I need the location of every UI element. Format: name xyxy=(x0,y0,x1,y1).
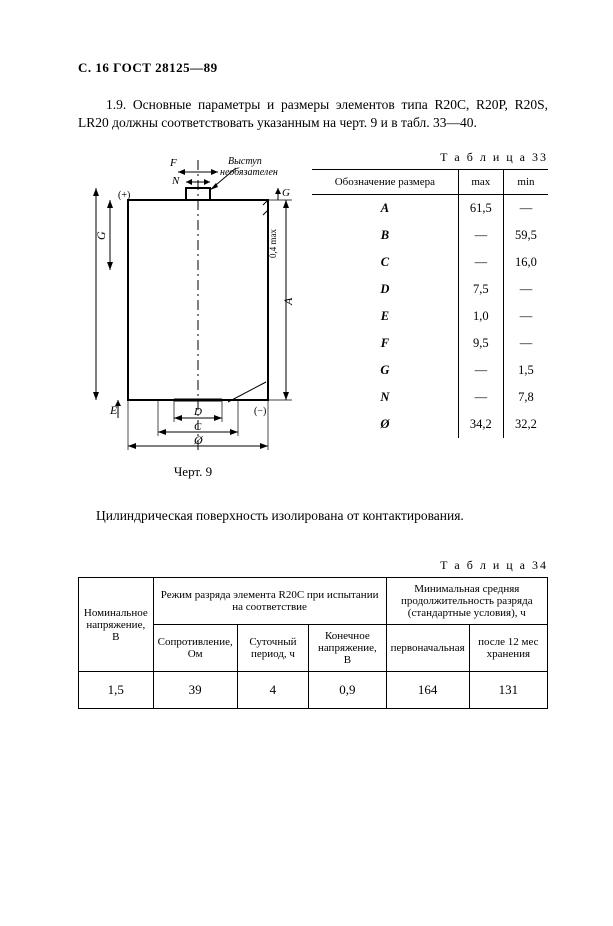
t34-sub1: Сопротивление, Ом xyxy=(153,625,237,672)
t33-min: 59,5 xyxy=(503,222,548,249)
t33-min: 32,2 xyxy=(503,411,548,438)
dim-C: C xyxy=(194,421,202,433)
t34-sub5: после 12 мес хранения xyxy=(469,625,547,672)
isolation-note: Цилиндрическая поверхность изолирована о… xyxy=(78,508,548,524)
t33-min: 16,0 xyxy=(503,249,548,276)
t34-head-group2: Минимальная средняя продолжительность ра… xyxy=(386,578,547,625)
dim-E: E xyxy=(109,403,118,417)
minus-label: (−) xyxy=(254,406,266,417)
t34-sub3: Конечное напряжение, В xyxy=(309,625,386,672)
t33-sym: C xyxy=(312,249,458,276)
dim-A: A xyxy=(281,297,295,306)
t34-r: 39 xyxy=(153,672,237,709)
t33-sym: E xyxy=(312,303,458,330)
note-04max: 0,4 max xyxy=(268,229,278,258)
t33-min: — xyxy=(503,330,548,357)
t33-sym: G xyxy=(312,357,458,384)
dim-F-top: F xyxy=(169,157,177,169)
t33-head-max: max xyxy=(458,170,503,195)
figure-caption: Черт. 9 xyxy=(78,464,308,480)
table34-title: Т а б л и ц а 34 xyxy=(78,558,548,573)
t33-max: 1,0 xyxy=(458,303,503,330)
t33-min: — xyxy=(503,303,548,330)
t33-max: — xyxy=(458,249,503,276)
t34-head-nominal: Номинальное напряжение, В xyxy=(79,578,154,672)
t33-sym: A xyxy=(312,195,458,223)
plus-label: (+) xyxy=(118,190,130,201)
t33-head-min: min xyxy=(503,170,548,195)
t33-max: 9,5 xyxy=(458,330,503,357)
t33-head-sym: Обозначение размера xyxy=(312,170,458,195)
dim-D: D xyxy=(193,406,202,418)
paragraph-1-9: 1.9. Основные параметры и размеры элемен… xyxy=(78,96,548,132)
t34-endv: 0,9 xyxy=(309,672,386,709)
t33-sym: Ø xyxy=(312,411,458,438)
t33-min: — xyxy=(503,195,548,223)
t33-sym: D xyxy=(312,276,458,303)
t33-min: 7,8 xyxy=(503,384,548,411)
t33-max: — xyxy=(458,384,503,411)
t34-nominal: 1,5 xyxy=(79,672,154,709)
table-33: Обозначение размера max min A61,5— B—59,… xyxy=(312,169,548,438)
dim-N-top: N xyxy=(171,175,180,187)
table33-title: Т а б л и ц а 33 xyxy=(312,150,548,165)
t34-after: 131 xyxy=(469,672,547,709)
t34-sub2: Суточный период, ч xyxy=(237,625,308,672)
figure-9: A 0,4 max G E xyxy=(78,150,308,460)
t33-max: — xyxy=(458,357,503,384)
t33-max: 61,5 xyxy=(458,195,503,223)
fig-annotation-2: необязателен xyxy=(220,167,278,178)
t33-max: 34,2 xyxy=(458,411,503,438)
t33-max: 7,5 xyxy=(458,276,503,303)
t33-max: — xyxy=(458,222,503,249)
dim-G-top: G xyxy=(282,187,290,199)
t33-sym: B xyxy=(312,222,458,249)
dim-Phi: Ø xyxy=(193,433,204,447)
t34-head-group1: Режим разряда элемента R20C при испытани… xyxy=(153,578,386,625)
t34-period: 4 xyxy=(237,672,308,709)
table-34: Номинальное напряжение, В Режим разряда … xyxy=(78,577,548,709)
page-header: С. 16 ГОСТ 28125—89 xyxy=(78,60,548,76)
t34-sub4: первоначальная xyxy=(386,625,469,672)
t33-sym: N xyxy=(312,384,458,411)
t34-init: 164 xyxy=(386,672,469,709)
t33-min: — xyxy=(503,276,548,303)
t33-sym: F xyxy=(312,330,458,357)
t33-min: 1,5 xyxy=(503,357,548,384)
fig-annotation-1: Выступ xyxy=(228,156,262,167)
